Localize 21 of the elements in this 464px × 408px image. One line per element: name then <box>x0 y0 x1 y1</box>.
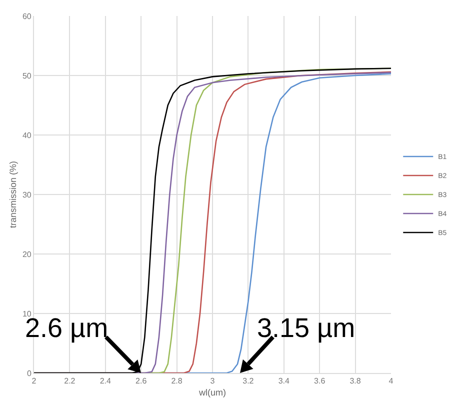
y-tick-label: 50 <box>22 71 32 80</box>
y-tick-label: 20 <box>22 250 32 259</box>
x-tick-label: 2.4 <box>100 376 112 386</box>
x-tick-label: 3.2 <box>242 376 254 386</box>
y-tick-label: 40 <box>22 130 32 140</box>
y-tick-label: 10 <box>22 309 32 318</box>
x-tick-label: 2.8 <box>171 376 183 386</box>
y-axis-title: transmission (%) <box>8 160 18 228</box>
y-tick-label: 30 <box>22 190 32 200</box>
x-axis-title: wl(um) <box>198 387 226 398</box>
x-tick-label: 2.6 <box>136 376 148 386</box>
x-tick-label: 3.8 <box>350 376 362 386</box>
x-tick-label: 3.4 <box>278 376 290 386</box>
x-tick-label: 3 <box>210 376 216 386</box>
annotation: 3.15 µm <box>257 313 356 343</box>
y-tick-label: 60 <box>22 12 32 21</box>
x-tick-label: 4 <box>388 376 394 386</box>
x-tick-label: 3.6 <box>314 376 326 386</box>
y-tick-label: 0 <box>26 368 32 378</box>
x-tick-label: 2.2 <box>64 376 76 386</box>
x-tick-label: 2 <box>32 376 37 386</box>
